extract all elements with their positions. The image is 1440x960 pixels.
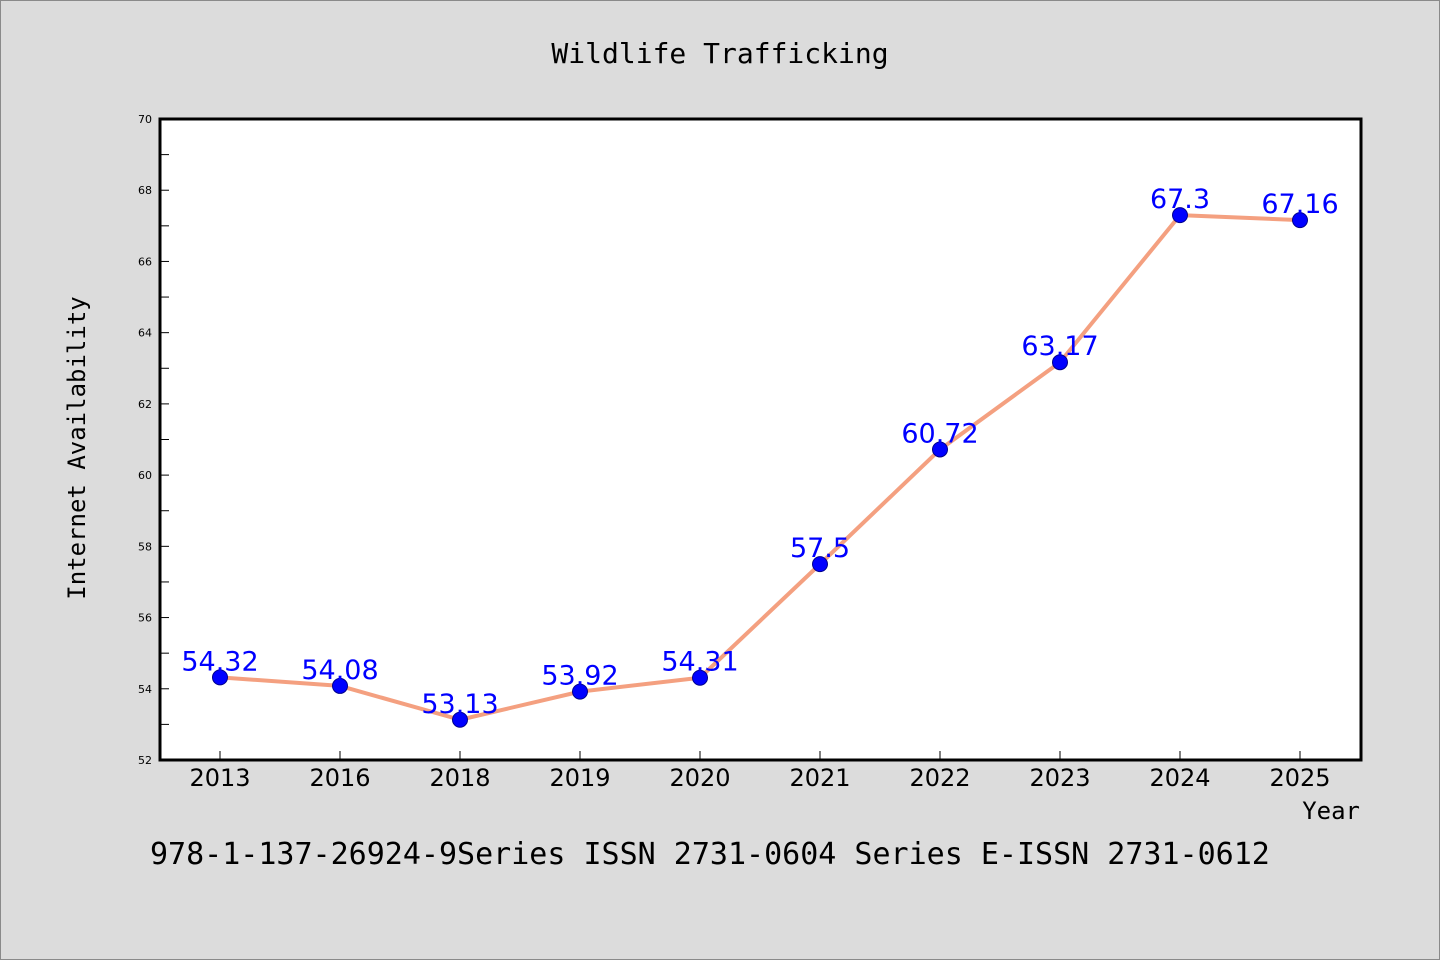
y-tick-label: 64	[138, 327, 152, 340]
data-point	[812, 556, 828, 573]
x-tick-label: 2016	[309, 764, 370, 792]
y-tick-label: 62	[138, 398, 152, 411]
data-label: 54.08	[301, 655, 378, 686]
data-label: 60.72	[901, 418, 978, 449]
x-tick-label: 2019	[549, 764, 610, 792]
y-tick-label: 70	[138, 113, 152, 126]
data-label: 53.92	[541, 661, 618, 692]
x-tick-label: 2024	[1149, 764, 1210, 792]
y-tick-label: 66	[138, 255, 152, 268]
x-tick-label: 2023	[1029, 764, 1090, 792]
data-label: 57.5	[790, 533, 850, 564]
y-axis-label: Internet Availability	[63, 296, 91, 599]
x-tick-label: 2013	[189, 764, 250, 792]
data-point	[572, 683, 588, 700]
x-tick-label: 2021	[789, 764, 850, 792]
x-tick-label: 2018	[429, 764, 490, 792]
data-point	[692, 669, 708, 686]
x-axis-label: Year	[1302, 797, 1360, 825]
y-tick-label: 68	[138, 184, 152, 197]
data-label: 63.17	[1021, 331, 1098, 362]
series-line	[219, 213, 1301, 722]
data-point	[1292, 212, 1308, 229]
data-point	[332, 677, 348, 694]
y-tick-label: 54	[138, 683, 152, 696]
x-tick-label: 2025	[1269, 764, 1330, 792]
data-label: 67.16	[1261, 189, 1338, 220]
y-tick-label: 58	[138, 540, 152, 553]
data-label: 54.31	[661, 647, 738, 678]
data-label: 54.32	[181, 646, 258, 677]
data-label: 53.13	[421, 689, 498, 720]
y-tick-label: 60	[138, 469, 152, 482]
data-point	[1172, 207, 1188, 224]
data-label: 67.3	[1150, 184, 1210, 215]
x-tick-label: 2022	[909, 764, 970, 792]
footer-text: 978-1-137-26924-9Series ISSN 2731-0604 S…	[150, 837, 1270, 872]
data-point	[212, 669, 228, 686]
data-point	[452, 711, 468, 728]
data-point	[932, 441, 948, 458]
x-tick-label: 2020	[669, 764, 730, 792]
y-tick-label: 56	[138, 612, 152, 625]
chart-title: Wildlife Trafficking	[551, 37, 888, 70]
y-tick-label: 52	[138, 754, 152, 767]
data-point	[1052, 354, 1068, 371]
plot-area	[158, 117, 1363, 762]
